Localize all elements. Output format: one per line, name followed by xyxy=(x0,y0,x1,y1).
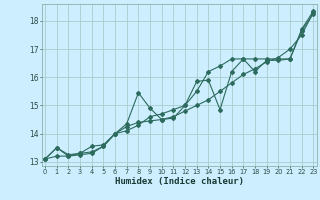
X-axis label: Humidex (Indice chaleur): Humidex (Indice chaleur) xyxy=(115,177,244,186)
